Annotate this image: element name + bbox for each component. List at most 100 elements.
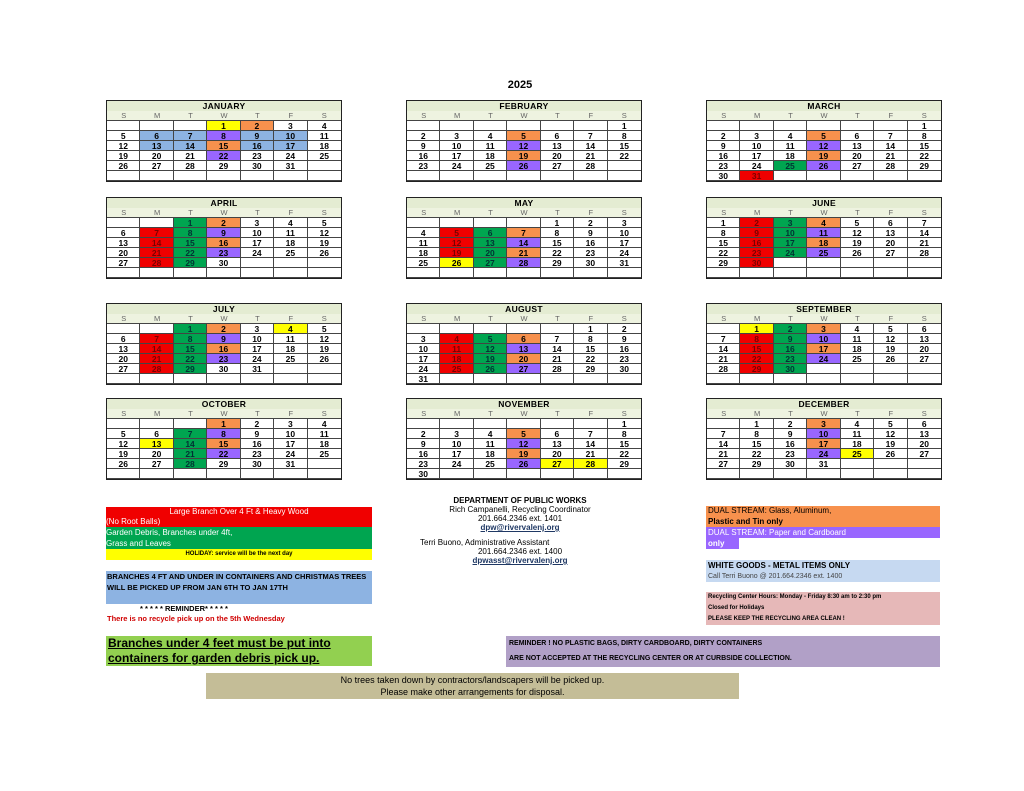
day-cell: 16 [773, 439, 808, 449]
day-cell [907, 459, 941, 469]
day-cell [707, 268, 741, 278]
day-cell: 17 [240, 238, 275, 248]
weekday-label: T [555, 409, 560, 418]
day-cell: 11 [773, 141, 808, 151]
day-cell: 4 [307, 121, 341, 131]
day-cell: 1 [207, 419, 241, 429]
day-cell [807, 364, 841, 374]
day-cell: 3 [407, 334, 441, 344]
day-cell: 13 [140, 141, 174, 151]
day-cell: 27 [540, 161, 575, 171]
coordinator-email-link[interactable]: dpw@rivervalenj.org [480, 523, 560, 532]
weekday-label: S [321, 208, 327, 217]
day-cell: 26 [307, 248, 341, 258]
day-cell: 23 [407, 161, 441, 171]
day-cell: 30 [207, 364, 241, 374]
day-cell: 26 [473, 364, 508, 374]
day-cell: 8 [574, 334, 608, 344]
day-cell [140, 268, 174, 278]
day-cell [507, 324, 541, 334]
day-cell: 20 [140, 449, 174, 459]
day-cell: 9 [773, 429, 808, 439]
day-cell: 21 [874, 151, 908, 161]
day-cell: 24 [807, 449, 841, 459]
day-cell: 3 [740, 131, 774, 141]
day-cell: 12 [107, 141, 141, 151]
day-cell [240, 469, 275, 479]
day-grid: 1 2 3 4 5 6 7 8 9 10 11 12 13 14 15 16 17 18 19 20 21 22 23 24 2… [707, 419, 941, 479]
day-grid: 1 2 3 4 5 6 7 8 9 10 11 12 13 14 15 16 17 18 19 20 21 22 23 24 2… [107, 218, 341, 278]
day-cell: 3 [607, 218, 641, 228]
day-cell [307, 374, 341, 384]
weekday-label: M [454, 314, 461, 323]
day-cell [840, 469, 875, 479]
day-cell: 29 [207, 459, 241, 469]
day-cell: 18 [307, 141, 341, 151]
day-cell: 3 [807, 324, 841, 334]
day-cell [473, 121, 508, 131]
legend-red-line2: (No Root Balls) [106, 517, 161, 526]
day-cell: 22 [173, 248, 208, 258]
day-cell [207, 268, 241, 278]
day-cell: 29 [207, 161, 241, 171]
day-cell [440, 268, 474, 278]
day-cell: 7 [874, 131, 908, 141]
day-cell [473, 324, 508, 334]
day-cell: 31 [807, 459, 841, 469]
weekday-label: T [788, 111, 793, 120]
day-cell [240, 374, 275, 384]
month-name: JANUARY [107, 101, 341, 111]
day-cell: 14 [707, 344, 741, 354]
day-cell: 9 [207, 228, 241, 238]
day-cell [874, 268, 908, 278]
day-cell: 19 [874, 439, 908, 449]
day-cell: 30 [607, 364, 641, 374]
weekday-label: F [588, 409, 594, 418]
trees-line2: Please make other arrangements for dispo… [380, 687, 565, 697]
day-cell: 29 [607, 459, 641, 469]
weekday-label: S [921, 111, 927, 120]
weekday-label: S [321, 111, 327, 120]
day-cell [507, 374, 541, 384]
day-cell [440, 469, 474, 479]
day-cell: 21 [140, 354, 174, 364]
day-cell: 16 [240, 439, 275, 449]
weekday-label: S [421, 208, 427, 217]
legend-dual-stream-glass: DUAL STREAM: Glass, Aluminum, Plastic an… [706, 506, 940, 527]
weekday-label: T [255, 111, 260, 120]
weekday-label: W [520, 409, 528, 418]
day-cell: 20 [473, 248, 508, 258]
weekday-label: S [121, 111, 127, 120]
assistant-email-link[interactable]: dpwasst@rivervalenj.org [472, 556, 568, 565]
day-cell: 1 [574, 324, 608, 334]
day-cell: 3 [773, 218, 808, 228]
day-cell: 10 [240, 334, 275, 344]
day-cell: 25 [307, 151, 341, 161]
day-cell: 5 [440, 228, 474, 238]
day-cell: 9 [740, 228, 774, 238]
weekday-label: S [621, 208, 627, 217]
day-cell: 23 [240, 151, 275, 161]
day-cell [140, 121, 174, 131]
day-cell: 28 [574, 161, 608, 171]
day-cell [574, 374, 608, 384]
day-cell: 15 [907, 141, 941, 151]
day-cell: 4 [840, 324, 875, 334]
day-cell [107, 268, 141, 278]
day-cell: 5 [307, 218, 341, 228]
day-cell: 2 [207, 324, 241, 334]
day-cell: 9 [207, 334, 241, 344]
day-cell: 22 [173, 354, 208, 364]
day-grid: 1 2 3 4 5 6 7 8 9 10 11 12 13 14 15 16 17 18 19 20 21 22 23 24 2… [407, 324, 641, 384]
day-cell: 2 [240, 121, 275, 131]
white-goods-sub: Call Terri Buono @ 201.664.2346 ext. 140… [708, 573, 843, 580]
month-name: JUNE [707, 198, 941, 208]
day-cell: 15 [207, 439, 241, 449]
day-cell: 24 [807, 354, 841, 364]
day-cell [907, 469, 941, 479]
day-cell: 23 [773, 354, 808, 364]
day-cell: 10 [440, 439, 474, 449]
day-cell [107, 121, 141, 131]
